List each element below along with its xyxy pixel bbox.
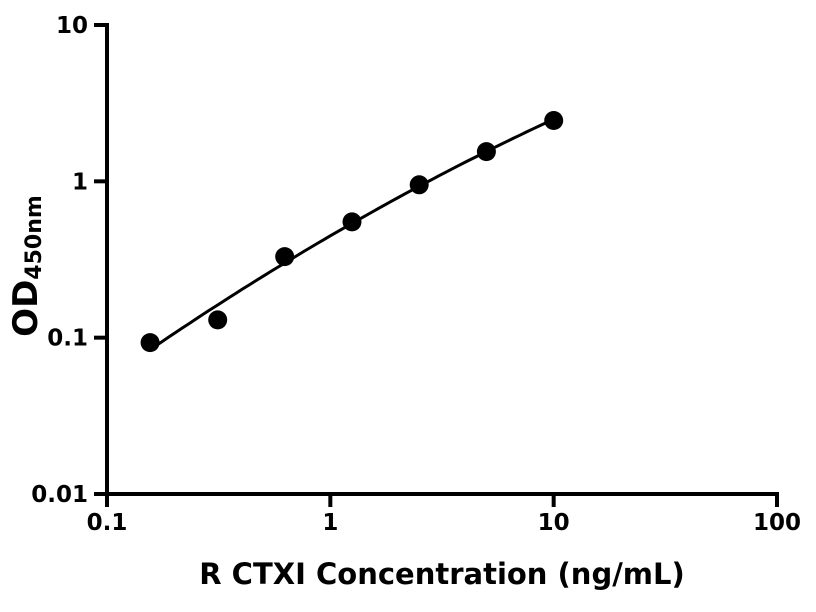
y-tick-label: 1 xyxy=(72,169,88,195)
data-point xyxy=(275,247,295,267)
y-tick-label: 0.1 xyxy=(47,326,88,352)
data-point xyxy=(140,333,160,353)
data-points-layer xyxy=(140,111,564,353)
y-axis-title-main: OD xyxy=(6,280,46,337)
x-tick-label: 100 xyxy=(753,510,801,536)
data-point xyxy=(208,310,228,330)
x-axis-title: R CTXI Concentration (ng/mL) xyxy=(199,557,685,591)
data-point xyxy=(476,142,496,162)
x-tick-label: 10 xyxy=(538,510,570,536)
y-tick-label: 0.01 xyxy=(31,482,88,508)
y-tick-label: 10 xyxy=(56,13,88,39)
y-axis-title: OD450nm xyxy=(6,195,47,337)
data-point xyxy=(342,212,362,232)
x-tick-label: 1 xyxy=(322,510,338,536)
data-point xyxy=(544,111,564,130)
x-tick-label: 0.1 xyxy=(87,510,128,536)
data-point xyxy=(409,175,429,195)
y-axis-title-subscript: 450nm xyxy=(22,195,47,280)
